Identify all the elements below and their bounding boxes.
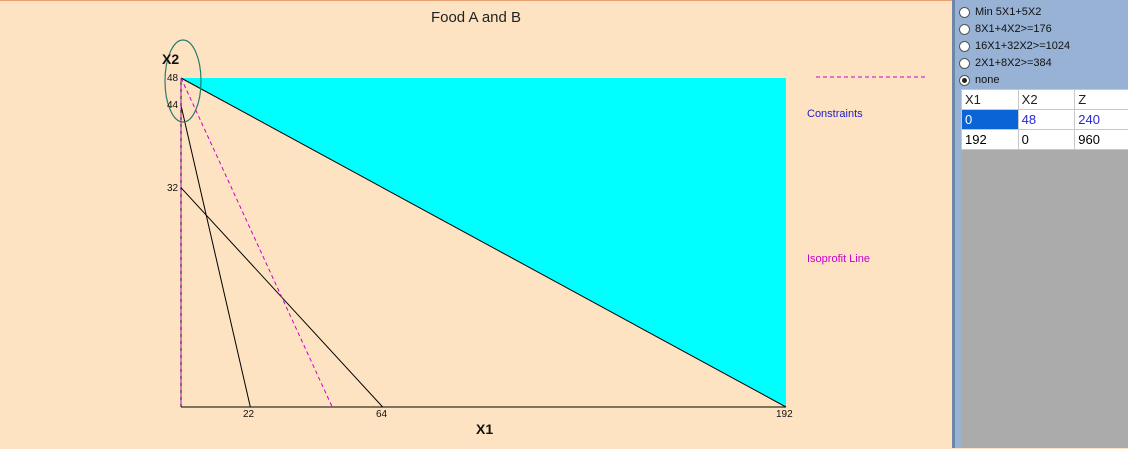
radio-label: 16X1+32X2>=1024	[975, 40, 1070, 52]
y-tick-label: 44	[167, 100, 178, 111]
y-tick-label: 48	[167, 73, 178, 84]
radio-objective[interactable]: Min 5X1+5X2	[959, 4, 1041, 20]
x-tick-label: 192	[776, 409, 793, 420]
radio-label: 2X1+8X2>=384	[975, 57, 1052, 69]
table-cell[interactable]: 48	[1018, 110, 1075, 130]
chart-title: Food A and B	[0, 9, 952, 26]
y-tick-label: 32	[167, 183, 178, 194]
plot-area: Food A and B X2 X1 22 64 192 32 44 48 Co…	[0, 0, 952, 448]
radio-circle[interactable]	[959, 41, 970, 52]
x-axis-label: X1	[476, 421, 493, 437]
radio-circle[interactable]	[959, 7, 970, 18]
table-cell[interactable]: 192	[962, 130, 1019, 150]
table-row[interactable]: 192 0 960	[962, 130, 1128, 150]
radio-label: none	[975, 74, 999, 86]
radio-constraint-2[interactable]: 16X1+32X2>=1024	[959, 38, 1070, 54]
y-axis-label: X2	[162, 51, 179, 67]
radio-constraint-3[interactable]: 2X1+8X2>=384	[959, 55, 1052, 71]
radio-circle[interactable]	[959, 58, 970, 69]
results-grid[interactable]: X1 X2 Z 0 48 240 192 0 960	[961, 89, 1128, 448]
table-row[interactable]: 0 48 240	[962, 110, 1128, 130]
column-header-x2[interactable]: X2	[1018, 90, 1075, 110]
x-tick-label: 22	[243, 409, 254, 420]
legend-isoprofit-label: Isoprofit Line	[807, 253, 870, 265]
chart-canvas	[0, 1, 952, 449]
right-panel: Min 5X1+5X2 8X1+4X2>=176 16X1+32X2>=1024…	[952, 0, 1128, 448]
table-cell[interactable]: 960	[1075, 130, 1128, 150]
radio-none[interactable]: none	[959, 72, 999, 88]
column-header-z[interactable]: Z	[1075, 90, 1128, 110]
radio-circle[interactable]	[959, 24, 970, 35]
radio-label: Min 5X1+5X2	[975, 6, 1041, 18]
constraint-line	[181, 105, 250, 407]
table-cell[interactable]: 240	[1075, 110, 1128, 130]
legend-constraints-label: Constraints	[807, 108, 863, 120]
radio-constraint-1[interactable]: 8X1+4X2>=176	[959, 21, 1052, 37]
x-tick-label: 64	[376, 409, 387, 420]
table-cell[interactable]: 0	[1018, 130, 1075, 150]
column-header-x1[interactable]: X1	[962, 90, 1019, 110]
table-header-row: X1 X2 Z	[962, 90, 1128, 110]
table-cell[interactable]: 0	[962, 110, 1019, 130]
radio-label: 8X1+4X2>=176	[975, 23, 1052, 35]
radio-circle-selected[interactable]	[959, 75, 970, 86]
